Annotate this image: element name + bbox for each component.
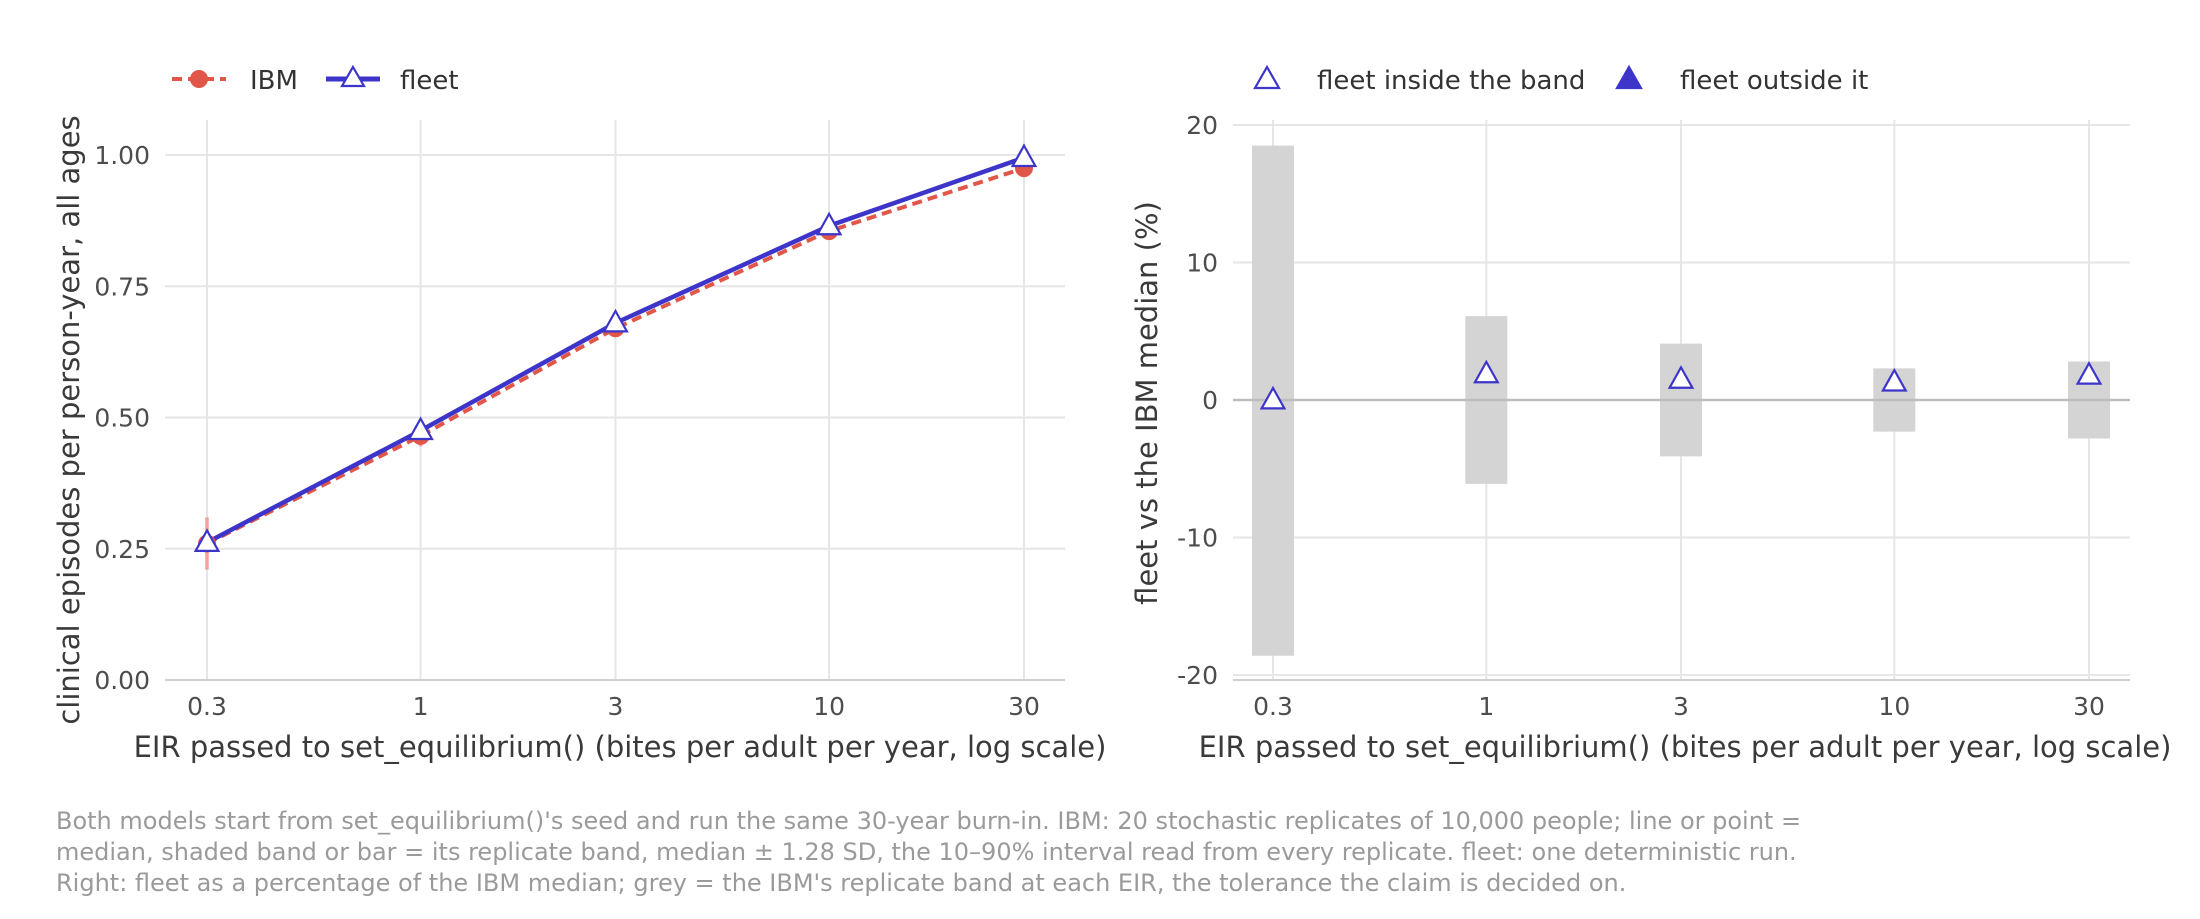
x-tick-label: 3: [608, 692, 624, 721]
left-y-axis-title: clinical episodes per person-year, all a…: [52, 115, 86, 724]
legend-ibm-label: IBM: [250, 66, 298, 96]
legend-fleet-label: fleet: [400, 66, 459, 96]
fleet-point: [1010, 143, 1038, 168]
series-markers: [193, 143, 1038, 553]
x-tick-label: 0.3: [1253, 692, 1293, 721]
y-tick-label: 20: [1186, 111, 1218, 140]
x-tick-label: 10: [1878, 692, 1910, 721]
fleet-point: [407, 416, 434, 441]
x-tick-label: 1: [413, 692, 429, 721]
fleet-inside-band-point: [2075, 360, 2103, 385]
legend-inside-band-label: fleet inside the band: [1317, 66, 1585, 96]
fleet-inside-band-point: [1881, 367, 1908, 392]
x-tick-label: 3: [1673, 692, 1689, 721]
ibm-tolerance-bands: [1233, 145, 2130, 656]
caption-line-2: median, shaded band or bar = its replica…: [56, 838, 1797, 866]
x-tick-label: 0.3: [187, 692, 227, 721]
caption-line-1: Both models start from set_equilibrium()…: [56, 807, 1802, 835]
right-x-tick-labels: 0.3 1 3 10 30: [1253, 692, 2105, 721]
fleet-inside-band-point: [1259, 385, 1287, 410]
x-tick-label: 30: [1008, 692, 1040, 721]
left-x-tick-labels: 0.3 1 3 10 30: [187, 692, 1040, 721]
fleet-point: [815, 211, 843, 236]
left-y-tick-labels: 0.00 0.25 0.50 0.75 1.00: [94, 141, 150, 695]
caption-line-3: Right: fleet as a percentage of the IBM …: [56, 869, 1627, 897]
legend-outside-band-triangle: [1615, 64, 1643, 90]
y-tick-label: 10: [1186, 249, 1218, 278]
legend-inside-band-triangle: [1253, 64, 1281, 90]
fleet-inside-band-point: [1667, 365, 1695, 389]
y-tick-label: 0: [1202, 386, 1218, 415]
left-legend: IBM fleet: [172, 64, 459, 96]
y-tick-label: 0.25: [94, 535, 150, 564]
right-panel: -20 -10 0 10 20 0.3 1 3 10 30 EIR passed to set_…: [1130, 64, 2172, 764]
x-tick-label: 30: [2073, 692, 2105, 721]
left-x-axis-title: EIR passed to set_equilibrium() (bites p…: [134, 730, 1107, 764]
fleet-point: [193, 528, 221, 552]
x-tick-label: 1: [1478, 692, 1494, 721]
y-tick-label: 0.00: [94, 666, 150, 695]
fleet-percent-markers: [1259, 359, 2103, 410]
left-panel: 0.00 0.25 0.50 0.75 1.00 0.3 1 3 10 30 EIR passe…: [52, 64, 1107, 764]
y-tick-label: -10: [1177, 524, 1218, 553]
y-tick-label: 0.50: [94, 404, 150, 433]
legend-ibm-key: [172, 70, 226, 88]
y-tick-label: -20: [1177, 661, 1218, 690]
legend-fleet-key: [326, 64, 380, 88]
y-tick-label: 0.75: [94, 272, 150, 301]
legend-outside-band-label: fleet outside it: [1680, 66, 1868, 96]
fleet-inside-band-point: [1473, 359, 1500, 384]
right-y-tick-labels: -20 -10 0 10 20: [1177, 111, 1218, 690]
y-tick-label: 1.00: [94, 141, 150, 170]
right-legend: fleet inside the band fleet outside it: [1253, 64, 1868, 96]
left-gridlines: [165, 120, 1065, 681]
right-y-axis-title: fleet vs the IBM median (%): [1130, 201, 1164, 605]
fleet-point: [602, 308, 629, 333]
figure-caption: Both models start from set_equilibrium()…: [56, 806, 2156, 899]
x-tick-label: 10: [813, 692, 845, 721]
right-x-axis-title: EIR passed to set_equilibrium() (bites p…: [1199, 730, 2172, 764]
